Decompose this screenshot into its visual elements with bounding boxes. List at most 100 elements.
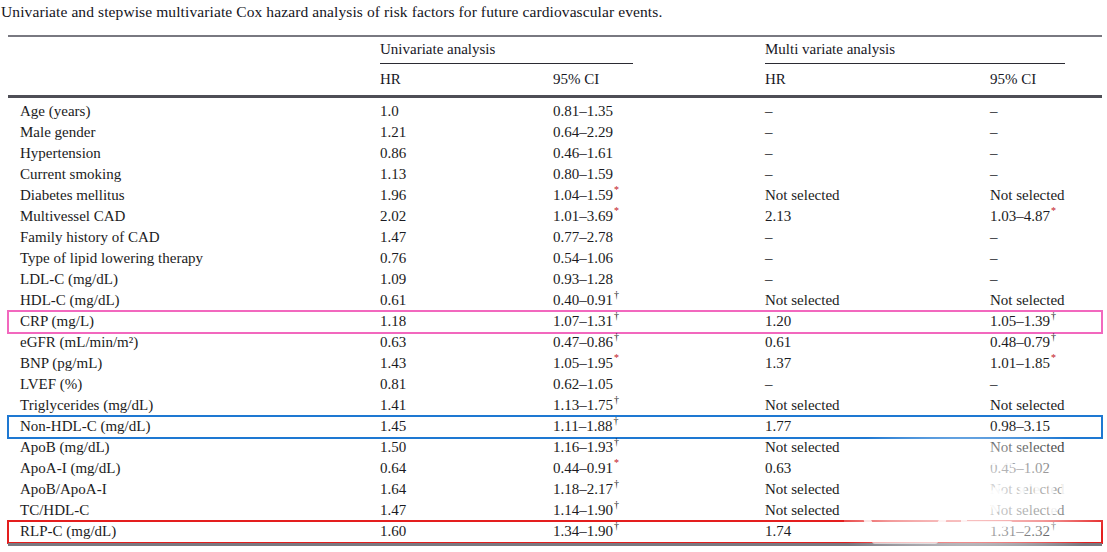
cell-uni-ci: 1.13–1.75† (553, 395, 765, 416)
cell-uni-hr: 0.76 (380, 248, 553, 269)
cell-uni-ci: 0.64–2.29 (553, 122, 765, 143)
table-group-header: Univariate analysis Multi variate analys… (8, 41, 1102, 64)
cell-uni-hr: 0.86 (380, 143, 553, 164)
cell-multi-hr: – (765, 269, 990, 290)
cell-multi-ci: – (990, 269, 1102, 290)
significance-dagger: † (614, 436, 619, 447)
cell-uni-hr: 2.02 (380, 206, 553, 227)
table-header-rule (8, 95, 1102, 98)
table-row: Multivessel CAD2.021.01–3.69*2.131.03–4.… (8, 206, 1102, 227)
significance-asterisk: * (614, 352, 619, 363)
table-row: Type of lipid lowering therapy0.760.54–1… (8, 248, 1102, 269)
cell-multi-ci: Not selected (990, 437, 1102, 458)
cell-risk-factor: ApoB/ApoA-I (8, 479, 380, 500)
cell-multi-ci: 0.98–3.15 (990, 416, 1102, 437)
group-header-univariate-label: Univariate analysis (380, 41, 495, 57)
cell-uni-hr: 1.41 (380, 395, 553, 416)
cell-multi-hr: – (765, 122, 990, 143)
cell-multi-ci: – (990, 143, 1102, 164)
cell-uni-hr: 1.60 (380, 521, 553, 542)
cell-multi-ci: Not selected (990, 500, 1102, 521)
cell-multi-hr: Not selected (765, 395, 990, 416)
table-row: ApoB (mg/dL)1.501.16–1.93†Not selectedNo… (8, 437, 1102, 458)
cell-risk-factor: TC/HDL-C (8, 500, 380, 521)
cell-multi-hr: – (765, 227, 990, 248)
cell-multi-ci: 0.48–0.79† (990, 332, 1102, 353)
cell-uni-hr: 0.61 (380, 290, 553, 311)
cell-multi-ci: Not selected (990, 395, 1102, 416)
cell-multi-ci: – (990, 164, 1102, 185)
cell-uni-ci: 0.93–1.28 (553, 269, 765, 290)
cell-multi-hr: – (765, 248, 990, 269)
table-top-rule (8, 35, 1102, 37)
cell-risk-factor: Male gender (8, 122, 380, 143)
significance-dagger: † (614, 478, 619, 489)
cell-uni-ci: 1.16–1.93† (553, 437, 765, 458)
table-subheader-row: HR 95% CI HR 95% CI (8, 71, 1102, 88)
cell-uni-ci: 0.54–1.06 (553, 248, 765, 269)
cell-uni-hr: 1.47 (380, 227, 553, 248)
cell-risk-factor: Multivessel CAD (8, 206, 380, 227)
cell-multi-ci: – (990, 374, 1102, 395)
table-row: LVEF (%)0.810.62–1.05–– (8, 374, 1102, 395)
col-header-uni-ci: 95% CI (553, 71, 765, 88)
cell-multi-ci: – (990, 101, 1102, 122)
cell-risk-factor: eGFR (mL/min/m²) (8, 332, 380, 353)
cell-uni-hr: 1.18 (380, 311, 553, 332)
cell-multi-hr: 1.77 (765, 416, 990, 437)
cell-uni-ci: 0.77–2.78 (553, 227, 765, 248)
cell-multi-hr: Not selected (765, 500, 990, 521)
table-row: Male gender1.210.64–2.29–– (8, 122, 1102, 143)
cell-uni-hr: 1.45 (380, 416, 553, 437)
cell-uni-ci: 0.80–1.59 (553, 164, 765, 185)
table-caption: Univariate and stepwise multivariate Cox… (1, 3, 662, 21)
table-row: ApoB/ApoA-I1.641.18–2.17†Not selectedNot… (8, 479, 1102, 500)
cell-risk-factor: Age (years) (8, 101, 380, 122)
group-underline (380, 63, 633, 64)
cell-risk-factor: Family history of CAD (8, 227, 380, 248)
cell-multi-ci: 1.05–1.39† (990, 311, 1102, 332)
cell-risk-factor: RLP-C (mg/dL) (8, 521, 380, 542)
cell-multi-ci: Not selected (990, 185, 1102, 206)
cell-multi-hr: 0.63 (765, 458, 990, 479)
cell-multi-hr: 1.74 (765, 521, 990, 542)
col-header-multi-hr: HR (765, 71, 990, 88)
cell-risk-factor: Diabetes mellitus (8, 185, 380, 206)
cell-uni-ci: 0.47–0.86† (553, 332, 765, 353)
significance-asterisk: * (614, 457, 619, 468)
group-underline (765, 63, 1065, 64)
significance-dagger: † (1051, 520, 1056, 531)
significance-dagger: † (614, 289, 619, 300)
cell-uni-ci: 0.81–1.35 (553, 101, 765, 122)
significance-asterisk: * (1051, 205, 1056, 216)
table-row: Family history of CAD1.470.77–2.78–– (8, 227, 1102, 248)
significance-asterisk: * (1051, 352, 1056, 363)
cell-risk-factor: Hypertension (8, 143, 380, 164)
cell-uni-ci: 1.14–1.90† (553, 500, 765, 521)
table-row: RLP-C (mg/dL)1.601.34–1.90†1.741.31–2.32… (8, 521, 1102, 542)
cell-multi-hr: Not selected (765, 185, 990, 206)
table-body: Age (years)1.00.81–1.35––Male gender1.21… (8, 101, 1102, 542)
cell-uni-ci: 1.34–1.90† (553, 521, 765, 542)
table-row: TC/HDL-C1.471.14–1.90†Not selectedNot se… (8, 500, 1102, 521)
significance-dagger: † (1051, 331, 1056, 342)
col-header-multi-ci: 95% CI (990, 71, 1102, 88)
cell-uni-hr: 1.64 (380, 479, 553, 500)
cell-uni-hr: 0.63 (380, 332, 553, 353)
table-bottom-rule (8, 543, 1102, 546)
group-header-multivariate: Multi variate analysis (765, 41, 1102, 64)
cell-uni-ci: 0.44–0.91* (553, 458, 765, 479)
table-row: Current smoking1.130.80–1.59–– (8, 164, 1102, 185)
table-row: BNP (pg/mL)1.431.05–1.95*1.371.01–1.85* (8, 353, 1102, 374)
cell-multi-hr: – (765, 143, 990, 164)
cell-risk-factor: ApoB (mg/dL) (8, 437, 380, 458)
col-header-uni-hr: HR (380, 71, 553, 88)
table-row: ApoA-I (mg/dL)0.640.44–0.91*0.630.45–1.0… (8, 458, 1102, 479)
cell-multi-hr: 0.61 (765, 332, 990, 353)
significance-dagger: † (613, 415, 618, 426)
cell-uni-ci: 1.07–1.31† (553, 311, 765, 332)
cell-uni-hr: 1.96 (380, 185, 553, 206)
table-row: Triglycerides (mg/dL)1.411.13–1.75†Not s… (8, 395, 1102, 416)
cell-multi-hr: – (765, 164, 990, 185)
cell-uni-hr: 1.21 (380, 122, 553, 143)
